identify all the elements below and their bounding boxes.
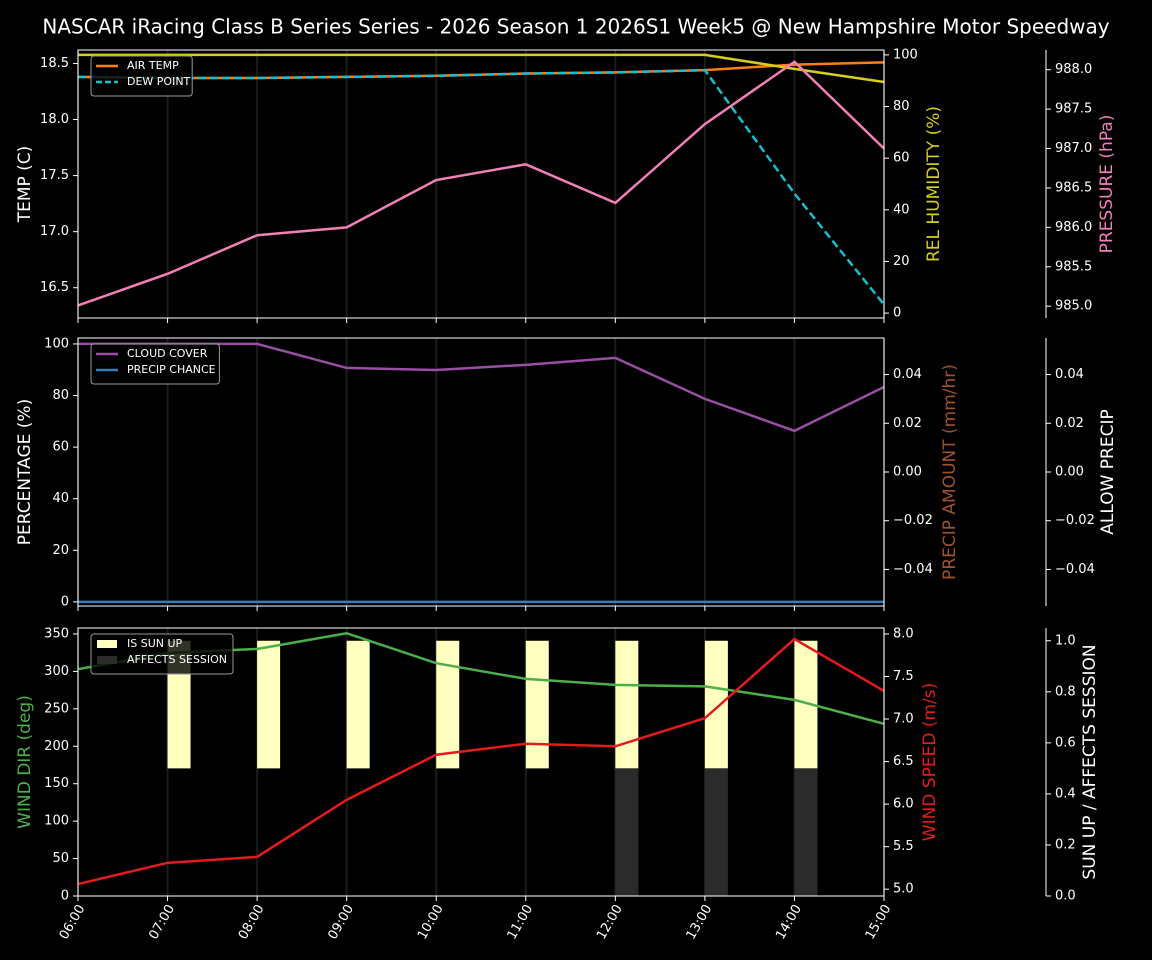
- y2-tick-label: 0.04: [893, 367, 922, 382]
- y3-tick-label: 0.8: [1055, 684, 1076, 699]
- bar: [346, 640, 370, 769]
- series-line: [77, 60, 885, 307]
- y-tick-label: 0: [61, 889, 69, 904]
- y-tick-label: 100: [44, 814, 69, 829]
- plot-frame: [77, 627, 885, 897]
- series-line: [78, 53, 885, 84]
- y2-tick-label: 7.0: [893, 712, 914, 727]
- y2-tick-label: 20: [893, 254, 910, 269]
- plot-frame: [77, 49, 885, 319]
- y2-tick-label: 6.5: [893, 754, 914, 769]
- y-axis-label: TEMP (C): [15, 146, 35, 224]
- y2-tick-label: 5.0: [893, 882, 914, 897]
- y-axis-label: PERCENTAGE (%): [15, 399, 35, 545]
- bar: [525, 640, 549, 769]
- y3-tick-label: −0.04: [1055, 562, 1095, 577]
- legend-label: PRECIP CHANCE: [127, 363, 216, 376]
- y2-tick-label: −0.04: [893, 562, 933, 577]
- y-tick-label: 250: [44, 701, 69, 716]
- y3-tick-label: 986.0: [1055, 220, 1092, 235]
- y2-tick-label: 0: [893, 306, 901, 321]
- bar: [257, 640, 281, 769]
- y-tick-label: 16.5: [40, 280, 69, 295]
- y-tick-label: 80: [52, 388, 69, 403]
- legend-label: CLOUD COVER: [127, 347, 208, 360]
- y-tick-label: 18.0: [40, 112, 69, 127]
- y-tick-label: 0: [61, 594, 69, 609]
- bar: [704, 640, 728, 769]
- y-tick-label: 60: [52, 440, 69, 455]
- y3-tick-label: 987.0: [1055, 141, 1092, 156]
- y2-tick-label: 7.5: [893, 669, 914, 684]
- y2-tick-label: 0.02: [893, 416, 922, 431]
- y3-axis-label: PRESSURE (hPa): [1097, 115, 1117, 254]
- y-tick-label: 300: [44, 664, 69, 679]
- y-tick-label: 100: [44, 336, 69, 351]
- y-tick-label: 350: [44, 626, 69, 641]
- y-tick-label: 18.5: [40, 56, 69, 71]
- bar: [615, 640, 639, 769]
- y-tick-label: 50: [52, 851, 69, 866]
- bar: [436, 640, 460, 769]
- y2-tick-label: −0.02: [893, 513, 933, 528]
- y2-axis-label: PRECIP AMOUNT (mm/hr): [940, 364, 960, 580]
- legend-swatch: [97, 656, 117, 664]
- y3-tick-label: −0.02: [1055, 513, 1095, 528]
- y3-tick-label: 986.5: [1055, 180, 1092, 195]
- series-line: [77, 68, 885, 306]
- y2-tick-label: 40: [893, 202, 910, 217]
- legend-box: [90, 633, 234, 675]
- y-tick-label: 150: [44, 776, 69, 791]
- y3-tick-label: 0.00: [1055, 465, 1084, 480]
- y-tick-label: 200: [44, 739, 69, 754]
- y3-tick-label: 987.5: [1055, 102, 1092, 117]
- y-tick-label: 17.5: [40, 168, 69, 183]
- legend-label: DEW POINT: [127, 75, 191, 88]
- y-tick-label: 20: [52, 543, 69, 558]
- y2-tick-label: 80: [893, 99, 910, 114]
- y2-tick-label: 6.0: [893, 797, 914, 812]
- legend-box: [90, 343, 220, 385]
- plot-frame: [77, 337, 885, 607]
- legend-swatch: [97, 640, 117, 648]
- bar: [794, 640, 818, 769]
- legend-label: AIR TEMP: [127, 59, 179, 72]
- y3-tick-label: 988.0: [1055, 62, 1092, 77]
- y3-tick-label: 1.0: [1055, 633, 1076, 648]
- legend-label: AFFECTS SESSION: [127, 653, 227, 666]
- y2-axis-label: WIND SPEED (m/s): [920, 683, 940, 841]
- y-tick-label: 17.0: [40, 224, 69, 239]
- y2-tick-label: 100: [893, 47, 918, 62]
- bar: [615, 768, 639, 896]
- legend-label: IS SUN UP: [127, 637, 183, 650]
- y2-axis-label: REL HUMIDITY (%): [924, 106, 944, 262]
- y3-axis-label: SUN UP / AFFECTS SESSION: [1080, 644, 1100, 879]
- bar: [794, 768, 818, 896]
- y3-tick-label: 0.04: [1055, 367, 1084, 382]
- y2-tick-label: 0.00: [893, 465, 922, 480]
- chart-title: NASCAR iRacing Class B Series Series - 2…: [42, 15, 1109, 39]
- y3-tick-label: 0.4: [1055, 786, 1076, 801]
- y2-tick-label: 8.0: [893, 626, 914, 641]
- y-axis-label: WIND DIR (deg): [15, 695, 35, 829]
- series-line: [77, 637, 885, 886]
- y3-tick-label: 985.0: [1055, 299, 1092, 314]
- y2-tick-label: 5.5: [893, 839, 914, 854]
- y3-tick-label: 0.2: [1055, 837, 1076, 852]
- y2-tick-label: 60: [893, 151, 910, 166]
- y3-tick-label: 0.02: [1055, 416, 1084, 431]
- bar: [704, 768, 728, 896]
- y3-axis-label: ALLOW PRECIP: [1098, 409, 1118, 535]
- y3-tick-label: 0.6: [1055, 735, 1076, 750]
- y3-tick-label: 985.5: [1055, 259, 1092, 274]
- y3-tick-label: 0.0: [1055, 889, 1076, 904]
- y-tick-label: 40: [52, 491, 69, 506]
